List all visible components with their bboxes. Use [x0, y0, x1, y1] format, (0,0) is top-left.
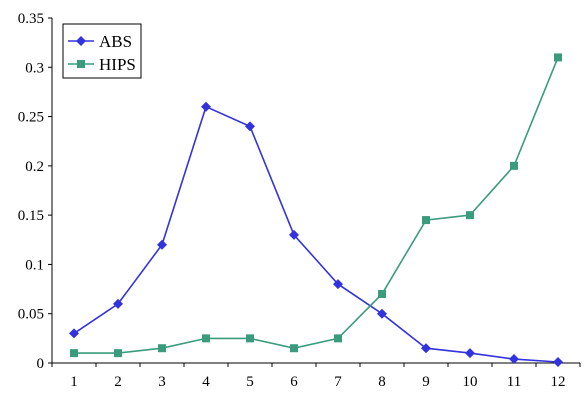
data-point-abs	[465, 348, 475, 359]
axes: 00.050.10.150.20.250.30.351 2 3 4 5 6 7 8 9 10 11 1…	[18, 11, 581, 390]
data-point-abs	[69, 328, 79, 339]
legend-item-hips: HIPS	[68, 55, 136, 74]
data-point-hips	[422, 216, 430, 225]
x-tick-label: 6	[290, 374, 298, 390]
x-tick-label: 5	[246, 374, 254, 390]
legend-label-abs: ABS	[99, 32, 132, 51]
y-tick-label: 0.15	[18, 208, 44, 224]
data-point-hips	[246, 334, 254, 343]
data-point-abs	[333, 279, 343, 290]
legend-box	[62, 23, 142, 79]
y-tick-label: 0.05	[18, 307, 44, 323]
y-tick-label: 0.3	[25, 60, 44, 76]
data-point-abs	[553, 357, 563, 368]
data-point-hips	[510, 161, 518, 170]
data-point-abs	[245, 121, 255, 132]
y-tick-label: 0.25	[18, 110, 44, 126]
data-point-hips	[202, 334, 210, 343]
legend-marker-abs	[76, 36, 86, 46]
x-tick-label: 1	[70, 374, 78, 390]
x-tick-label: 12	[551, 374, 566, 390]
legend-item-abs: ABS	[68, 32, 132, 51]
x-tick-label: 3	[158, 374, 166, 390]
data-point-abs	[157, 239, 167, 250]
y-tick-label: 0.2	[25, 159, 44, 175]
data-point-hips	[290, 344, 298, 353]
data-point-hips	[114, 349, 122, 358]
x-tick-label: 7	[334, 374, 342, 390]
x-tick-label: 4	[202, 374, 210, 390]
data-point-hips	[70, 349, 78, 358]
legend-label-hips: HIPS	[99, 55, 136, 74]
x-tick-label: 9	[422, 374, 430, 390]
data-point-abs	[509, 354, 519, 365]
data-point-hips	[158, 344, 166, 353]
data-point-abs	[201, 101, 211, 112]
data-point-hips	[554, 53, 562, 62]
legend: ABS HIPS	[62, 23, 142, 79]
series-layer	[69, 53, 563, 368]
x-tick-label: 8	[378, 374, 386, 390]
series-abs	[69, 101, 563, 368]
y-tick-label: 0.35	[18, 11, 44, 27]
series-line-hips	[74, 57, 559, 354]
x-tick-label: 10	[463, 374, 478, 390]
data-point-hips	[466, 211, 474, 220]
data-point-abs	[377, 308, 387, 319]
legend-marker-hips	[77, 60, 85, 68]
x-tick-label: 11	[507, 374, 521, 390]
data-point-abs	[421, 343, 431, 354]
data-point-hips	[378, 290, 386, 298]
series-line-abs	[73, 105, 559, 363]
data-point-abs	[289, 229, 299, 240]
x-tick-label: 2	[114, 374, 122, 390]
y-tick-label: 0	[37, 356, 45, 372]
data-point-abs	[113, 298, 123, 309]
series-hips	[70, 53, 562, 358]
data-point-hips	[334, 334, 342, 343]
y-tick-label: 0.1	[25, 257, 44, 273]
